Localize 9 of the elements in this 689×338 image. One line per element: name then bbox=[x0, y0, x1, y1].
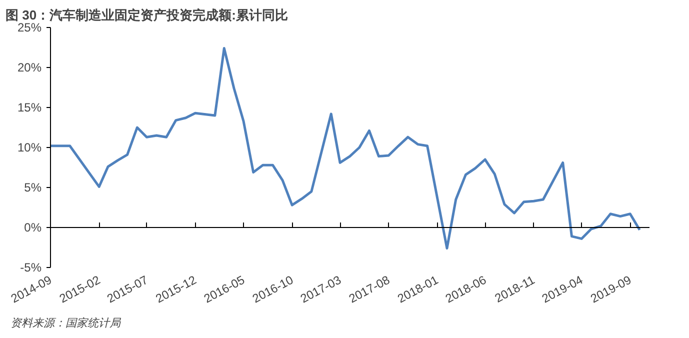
y-tick-label: 0% bbox=[24, 220, 42, 234]
y-tick-label: 10% bbox=[17, 140, 42, 154]
chart-title: 图 30：汽车制造业固定资产投资完成额:累计同比 bbox=[6, 8, 288, 22]
y-tick-label: 15% bbox=[17, 100, 42, 114]
y-tick-label: 20% bbox=[17, 60, 42, 74]
y-tick-label: 25% bbox=[17, 20, 42, 34]
y-tick-label: -5% bbox=[20, 260, 42, 274]
text: 资料来源：国家统计局 bbox=[10, 316, 122, 330]
y-tick-label: 5% bbox=[24, 180, 42, 194]
